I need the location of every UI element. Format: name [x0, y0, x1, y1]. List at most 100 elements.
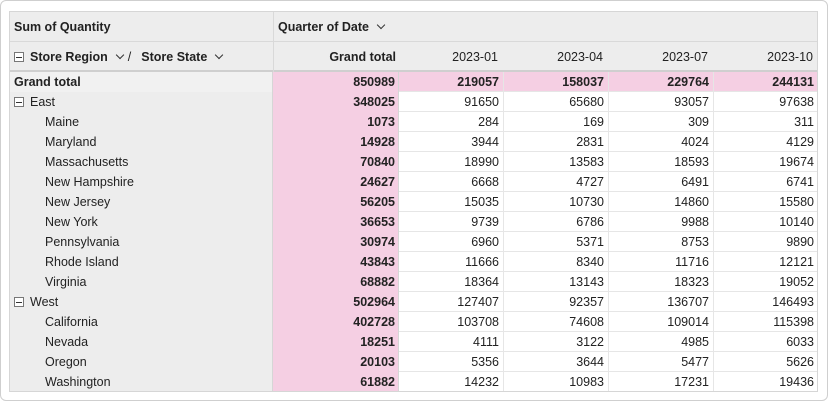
collapse-all-icon[interactable]: [14, 52, 24, 62]
column-header: 2023-01: [452, 50, 498, 64]
state-row: Washington 61882 14232 10983 17231 19436: [10, 372, 817, 391]
collapse-icon[interactable]: [14, 97, 24, 107]
row-label: New Jersey: [10, 192, 273, 212]
chevron-down-icon[interactable]: [114, 50, 128, 64]
collapse-icon[interactable]: [14, 297, 24, 307]
row-total-cell: 30974: [273, 232, 399, 252]
value-cell: 4111: [399, 332, 504, 352]
region-row: East 348025 91650 65680 93057 97638: [10, 92, 817, 112]
header-divider: [273, 42, 274, 72]
value-cell: 10983: [504, 372, 609, 391]
chevron-down-icon[interactable]: [375, 20, 389, 34]
row-total-cell: 43843: [273, 252, 399, 272]
value-cell: 14860: [609, 192, 714, 212]
row-label-text: New Jersey: [45, 195, 111, 209]
state-row: Massachusetts 70840 18990 13583 18593 19674: [10, 152, 817, 172]
value-cell: 18323: [609, 272, 714, 292]
row-total-cell: 24627: [273, 172, 399, 192]
row-label-text: Washington: [45, 375, 111, 389]
value-cell: 4024: [609, 132, 714, 152]
column-field-pill[interactable]: Quarter of Date: [278, 12, 389, 42]
row-label: Maryland: [10, 132, 273, 152]
value-cell: 14232: [399, 372, 504, 391]
row-total-cell: 70840: [273, 152, 399, 172]
row-label: Rhode Island: [10, 252, 273, 272]
value-cell: 5356: [399, 352, 504, 372]
row-label: Massachusetts: [10, 152, 273, 172]
value-cell: 103708: [399, 312, 504, 332]
column-header: 2023-10: [767, 50, 813, 64]
value-cell: 13583: [504, 152, 609, 172]
row-label-text: Oregon: [45, 355, 87, 369]
row-field-2-label[interactable]: Store State: [141, 50, 208, 64]
value-cell: 93057: [609, 92, 714, 112]
state-row: Oregon 20103 5356 3644 5477 5626: [10, 352, 817, 372]
value-cell: 6033: [714, 332, 817, 352]
row-label: Virginia: [10, 272, 273, 292]
row-total-cell: 56205: [273, 192, 399, 212]
grand-total-cell: 850989: [273, 72, 399, 92]
row-label-text: Maryland: [45, 135, 97, 149]
value-cell: 74608: [504, 312, 609, 332]
row-label-text: West: [30, 295, 59, 309]
value-cell: 92357: [504, 292, 609, 312]
row-label: Maine: [10, 112, 273, 132]
row-label: Oregon: [10, 352, 273, 372]
row-label-text: Massachusetts: [45, 155, 129, 169]
row-total-cell: 14928: [273, 132, 399, 152]
row-total-cell: 68882: [273, 272, 399, 292]
value-cell: 11666: [399, 252, 504, 272]
value-cell: 15580: [714, 192, 817, 212]
value-cell: 3122: [504, 332, 609, 352]
row-label: Pennsylvania: [10, 232, 273, 252]
value-cell: 19674: [714, 152, 817, 172]
row-label: New Hampshire: [10, 172, 273, 192]
value-cell: 4129: [714, 132, 817, 152]
state-row: Pennsylvania 30974 6960 5371 8753 9890: [10, 232, 817, 252]
row-total-cell: 36653: [273, 212, 399, 232]
column-header: 2023-04: [557, 50, 603, 64]
value-cell: 19052: [714, 272, 817, 292]
state-row: Nevada 18251 4111 3122 4985 6033: [10, 332, 817, 352]
row-field-separator: /: [127, 50, 132, 64]
value-cell: 10730: [504, 192, 609, 212]
row-field-1-label[interactable]: Store Region: [30, 50, 108, 64]
row-label-text: Maine: [45, 115, 80, 129]
value-cell: 6668: [399, 172, 504, 192]
value-cell: 13143: [504, 272, 609, 292]
value-cell: 146493: [714, 292, 817, 312]
state-row: Rhode Island 43843 11666 8340 11716 12121: [10, 252, 817, 272]
row-label-text: East: [30, 95, 56, 109]
value-cell: 65680: [504, 92, 609, 112]
row-total-cell: 502964: [273, 292, 399, 312]
row-label: Nevada: [10, 332, 273, 352]
value-cell: 3644: [504, 352, 609, 372]
value-cell: 6491: [609, 172, 714, 192]
state-row: New Jersey 56205 15035 10730 14860 15580: [10, 192, 817, 212]
row-label: East: [10, 92, 273, 112]
value-cell: 127407: [399, 292, 504, 312]
row-label: New York: [10, 212, 273, 232]
value-cell: 6741: [714, 172, 817, 192]
value-cell: 5371: [504, 232, 609, 252]
row-total-cell: 18251: [273, 332, 399, 352]
value-cell: 284: [399, 112, 504, 132]
value-cell: 109014: [609, 312, 714, 332]
row-total-cell: 20103: [273, 352, 399, 372]
value-cell: 136707: [609, 292, 714, 312]
value-cell: 158037: [504, 72, 609, 92]
row-label: Grand total: [10, 72, 273, 92]
pivot-table: Sum of Quantity Quarter of Date Store Re…: [9, 11, 818, 392]
pivot-header-row-1: Sum of Quantity Quarter of Date: [10, 12, 817, 42]
measure-label: Sum of Quantity: [14, 12, 111, 42]
value-cell: 11716: [609, 252, 714, 272]
grand-total-column-header: Grand total: [329, 50, 396, 64]
row-label-text: Rhode Island: [45, 255, 119, 269]
region-row: West 502964 127407 92357 136707 146493: [10, 292, 817, 312]
chevron-down-icon[interactable]: [213, 50, 227, 64]
value-cell: 2831: [504, 132, 609, 152]
value-cell: 18593: [609, 152, 714, 172]
row-label: Washington: [10, 372, 273, 391]
column-field-label: Quarter of Date: [278, 20, 369, 34]
value-cell: 3944: [399, 132, 504, 152]
